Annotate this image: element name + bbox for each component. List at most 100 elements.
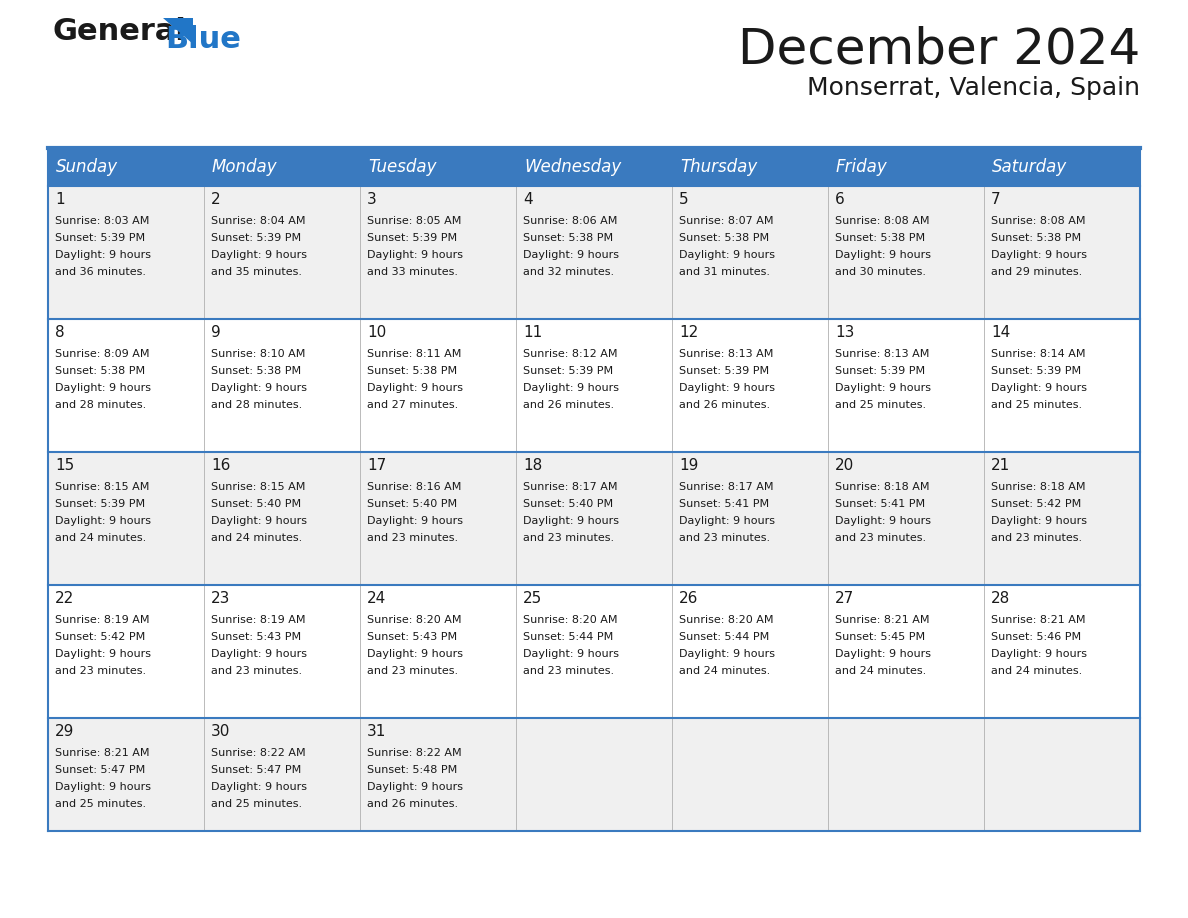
Bar — [828, 319, 984, 452]
Text: Sunrise: 8:13 AM: Sunrise: 8:13 AM — [680, 349, 773, 359]
Text: Sunrise: 8:15 AM: Sunrise: 8:15 AM — [211, 482, 305, 492]
Text: 2: 2 — [211, 192, 221, 207]
Text: Sunrise: 8:08 AM: Sunrise: 8:08 AM — [835, 216, 929, 226]
Bar — [48, 585, 204, 718]
Text: and 30 minutes.: and 30 minutes. — [835, 267, 925, 277]
Text: Sunrise: 8:09 AM: Sunrise: 8:09 AM — [55, 349, 150, 359]
Text: Sunset: 5:38 PM: Sunset: 5:38 PM — [211, 366, 301, 376]
Text: Sunset: 5:45 PM: Sunset: 5:45 PM — [835, 632, 925, 642]
Text: Sunset: 5:39 PM: Sunset: 5:39 PM — [680, 366, 769, 376]
Text: 15: 15 — [55, 458, 74, 473]
Text: Sunset: 5:38 PM: Sunset: 5:38 PM — [680, 233, 769, 243]
Text: Daylight: 9 hours: Daylight: 9 hours — [55, 516, 151, 526]
Bar — [828, 585, 984, 718]
Text: Sunset: 5:44 PM: Sunset: 5:44 PM — [680, 632, 770, 642]
Text: Sunrise: 8:07 AM: Sunrise: 8:07 AM — [680, 216, 773, 226]
Text: 3: 3 — [367, 192, 377, 207]
Text: Sunrise: 8:21 AM: Sunrise: 8:21 AM — [55, 748, 150, 758]
Text: Sunset: 5:48 PM: Sunset: 5:48 PM — [367, 765, 457, 775]
Bar — [360, 452, 516, 585]
Text: Sunset: 5:39 PM: Sunset: 5:39 PM — [367, 233, 457, 243]
Text: Daylight: 9 hours: Daylight: 9 hours — [991, 516, 1087, 526]
Bar — [828, 186, 984, 319]
Text: and 31 minutes.: and 31 minutes. — [680, 267, 770, 277]
Text: and 25 minutes.: and 25 minutes. — [835, 400, 927, 410]
Text: December 2024: December 2024 — [738, 25, 1140, 73]
Text: 17: 17 — [367, 458, 386, 473]
Text: Sunset: 5:41 PM: Sunset: 5:41 PM — [835, 499, 925, 509]
Text: Sunrise: 8:08 AM: Sunrise: 8:08 AM — [991, 216, 1086, 226]
Text: Sunrise: 8:20 AM: Sunrise: 8:20 AM — [680, 615, 773, 625]
Text: Daylight: 9 hours: Daylight: 9 hours — [211, 516, 307, 526]
Text: Sunset: 5:42 PM: Sunset: 5:42 PM — [55, 632, 145, 642]
Bar — [516, 452, 672, 585]
Text: Sunset: 5:39 PM: Sunset: 5:39 PM — [55, 233, 145, 243]
Text: Sunrise: 8:13 AM: Sunrise: 8:13 AM — [835, 349, 929, 359]
Text: Daylight: 9 hours: Daylight: 9 hours — [55, 649, 151, 659]
Bar — [984, 319, 1140, 452]
Text: Sunset: 5:47 PM: Sunset: 5:47 PM — [211, 765, 302, 775]
Text: 8: 8 — [55, 325, 64, 340]
Text: Sunset: 5:40 PM: Sunset: 5:40 PM — [367, 499, 457, 509]
Text: 4: 4 — [523, 192, 532, 207]
Text: and 23 minutes.: and 23 minutes. — [367, 666, 459, 676]
Text: Daylight: 9 hours: Daylight: 9 hours — [680, 649, 775, 659]
Text: Sunset: 5:39 PM: Sunset: 5:39 PM — [835, 366, 925, 376]
Text: Daylight: 9 hours: Daylight: 9 hours — [523, 383, 619, 393]
Bar — [360, 148, 516, 186]
Text: Sunset: 5:41 PM: Sunset: 5:41 PM — [680, 499, 769, 509]
Text: 11: 11 — [523, 325, 542, 340]
Text: and 23 minutes.: and 23 minutes. — [367, 533, 459, 543]
Text: Sunrise: 8:19 AM: Sunrise: 8:19 AM — [211, 615, 305, 625]
Text: Sunset: 5:38 PM: Sunset: 5:38 PM — [991, 233, 1081, 243]
Text: and 23 minutes.: and 23 minutes. — [523, 533, 614, 543]
Text: Sunrise: 8:19 AM: Sunrise: 8:19 AM — [55, 615, 150, 625]
Text: and 28 minutes.: and 28 minutes. — [55, 400, 146, 410]
Text: Monday: Monday — [211, 158, 278, 176]
Text: Tuesday: Tuesday — [368, 158, 436, 176]
Text: Sunset: 5:43 PM: Sunset: 5:43 PM — [367, 632, 457, 642]
Text: Daylight: 9 hours: Daylight: 9 hours — [680, 383, 775, 393]
Text: Thursday: Thursday — [680, 158, 757, 176]
Bar — [360, 718, 516, 831]
Text: and 33 minutes.: and 33 minutes. — [367, 267, 459, 277]
Text: Sunset: 5:44 PM: Sunset: 5:44 PM — [523, 632, 613, 642]
Bar — [672, 452, 828, 585]
Text: 24: 24 — [367, 591, 386, 606]
Text: Saturday: Saturday — [992, 158, 1067, 176]
Text: Daylight: 9 hours: Daylight: 9 hours — [211, 250, 307, 260]
Text: 27: 27 — [835, 591, 854, 606]
Bar — [516, 319, 672, 452]
Text: 7: 7 — [991, 192, 1000, 207]
Bar — [984, 186, 1140, 319]
Polygon shape — [163, 18, 192, 44]
Text: and 23 minutes.: and 23 minutes. — [55, 666, 146, 676]
Text: Sunrise: 8:20 AM: Sunrise: 8:20 AM — [523, 615, 618, 625]
Text: and 24 minutes.: and 24 minutes. — [211, 533, 302, 543]
Bar — [360, 186, 516, 319]
Text: Sunset: 5:38 PM: Sunset: 5:38 PM — [835, 233, 925, 243]
Bar — [48, 186, 204, 319]
Bar — [204, 319, 360, 452]
Text: Sunrise: 8:11 AM: Sunrise: 8:11 AM — [367, 349, 461, 359]
Text: Daylight: 9 hours: Daylight: 9 hours — [680, 516, 775, 526]
Text: Sunrise: 8:17 AM: Sunrise: 8:17 AM — [680, 482, 773, 492]
Text: and 23 minutes.: and 23 minutes. — [991, 533, 1082, 543]
Text: and 23 minutes.: and 23 minutes. — [211, 666, 302, 676]
Bar — [984, 148, 1140, 186]
Text: Sunrise: 8:15 AM: Sunrise: 8:15 AM — [55, 482, 150, 492]
Text: 16: 16 — [211, 458, 230, 473]
Bar — [828, 452, 984, 585]
Text: Sunset: 5:39 PM: Sunset: 5:39 PM — [55, 499, 145, 509]
Text: Sunrise: 8:21 AM: Sunrise: 8:21 AM — [835, 615, 929, 625]
Text: Sunrise: 8:22 AM: Sunrise: 8:22 AM — [367, 748, 462, 758]
Text: 14: 14 — [991, 325, 1010, 340]
Text: Daylight: 9 hours: Daylight: 9 hours — [835, 649, 931, 659]
Bar — [360, 319, 516, 452]
Text: and 32 minutes.: and 32 minutes. — [523, 267, 614, 277]
Text: Sunrise: 8:22 AM: Sunrise: 8:22 AM — [211, 748, 305, 758]
Text: Daylight: 9 hours: Daylight: 9 hours — [211, 649, 307, 659]
Text: Daylight: 9 hours: Daylight: 9 hours — [680, 250, 775, 260]
Text: Friday: Friday — [836, 158, 887, 176]
Text: Sunrise: 8:16 AM: Sunrise: 8:16 AM — [367, 482, 461, 492]
